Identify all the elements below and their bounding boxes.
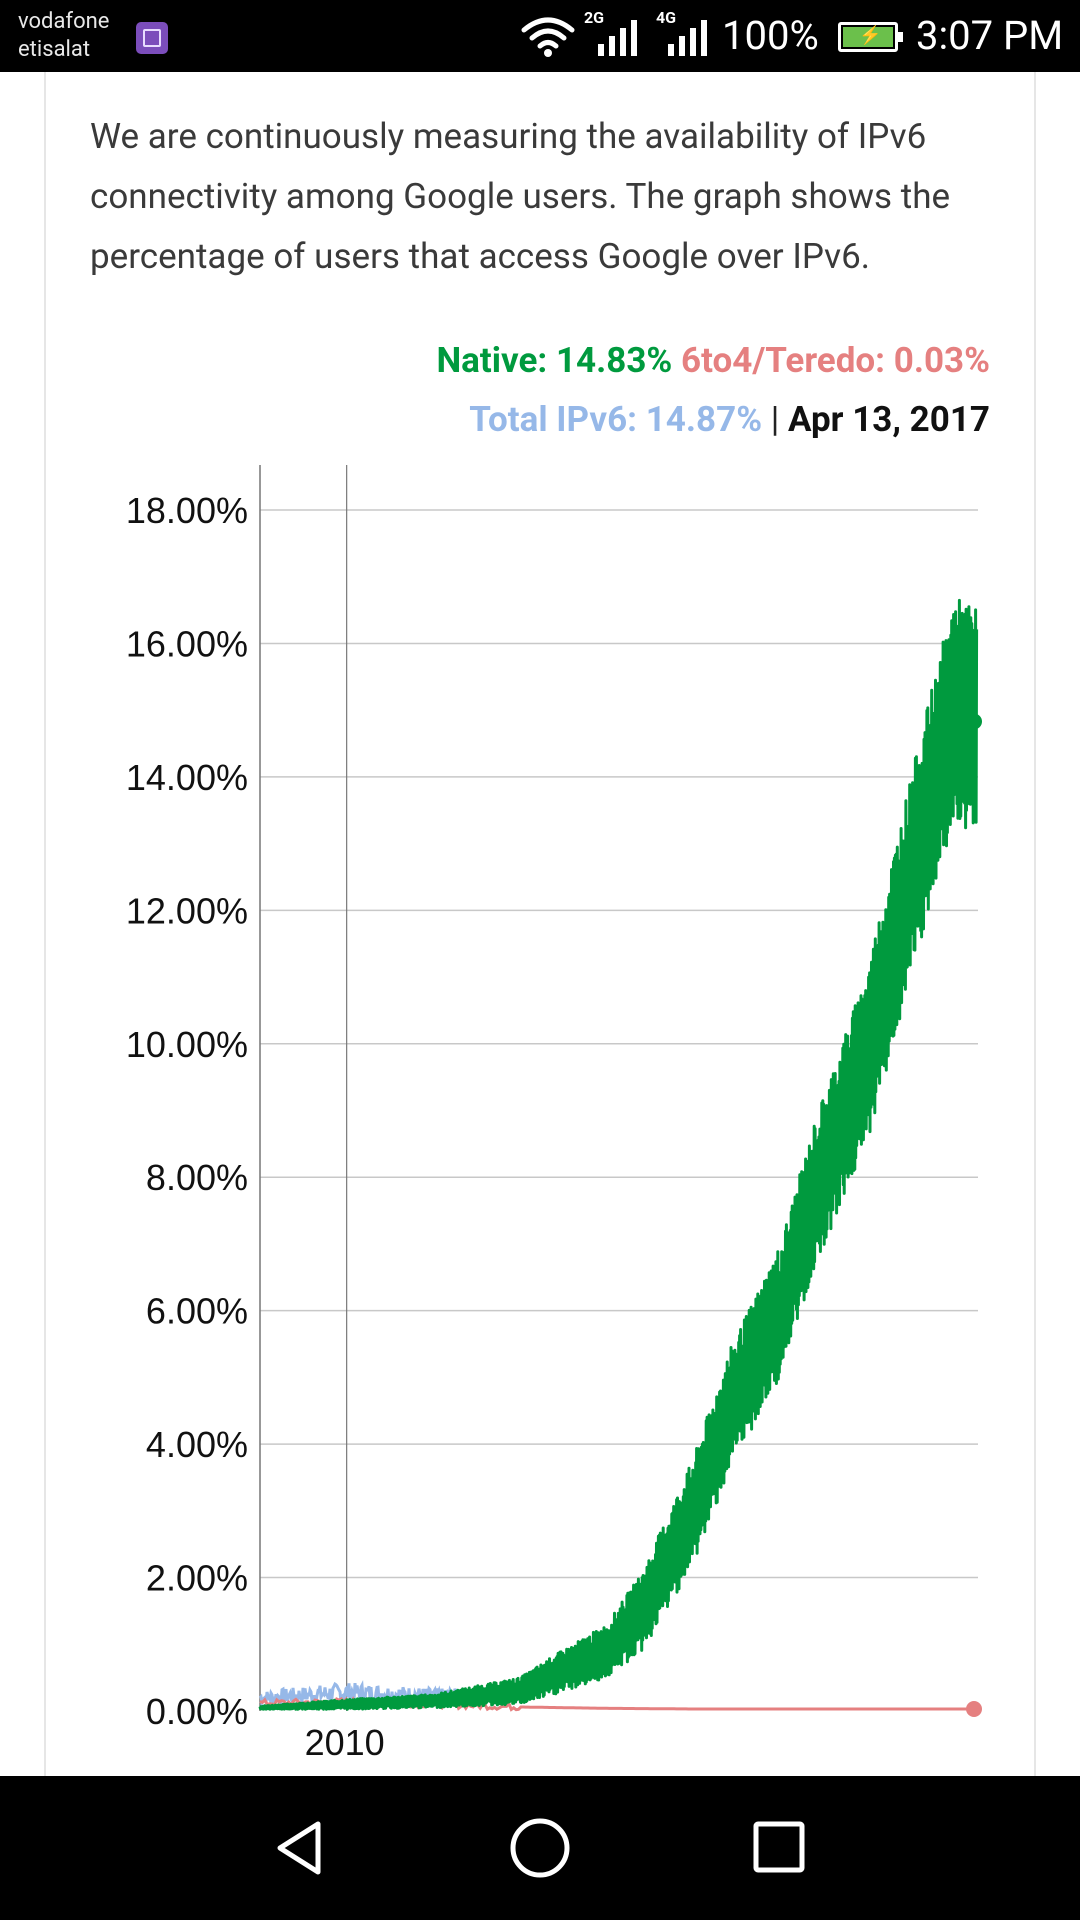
y-tick-label: 0.00% — [146, 1691, 248, 1732]
content-card — [44, 72, 1036, 1776]
navigation-bar — [0, 1776, 1080, 1920]
stats-date: Apr 13, 2017 — [788, 399, 990, 440]
x-tick-label: 2010 — [305, 1722, 385, 1763]
stats-headline-row-2: Total IPv6: 14.87% | Apr 13, 2017 — [469, 399, 990, 440]
teredo-stat: 6to4/Teredo: 0.03% — [681, 340, 990, 381]
signal-strength-icon — [668, 20, 707, 56]
separator: | — [770, 399, 780, 440]
stats-headline-row-1: Native: 14.83% 6to4/Teredo: 0.03% — [436, 340, 990, 381]
battery-percent: 100% — [722, 12, 819, 59]
y-tick-label: 18.00% — [126, 490, 248, 531]
ipv6-adoption-chart[interactable]: 0.00% 2.00% 4.00% 6.00% 8.00% 10.00% 12.00% 14.… — [0, 0, 1080, 1776]
wifi-icon — [521, 17, 575, 57]
total-stat: Total IPv6: 14.87% — [469, 399, 763, 440]
native-stat: Native: 14.83% — [436, 340, 673, 381]
signal-strength-icon — [598, 20, 637, 56]
teredo-last-point — [966, 1700, 982, 1717]
intro-paragraph: We are continuously measuring the availa… — [90, 116, 951, 277]
carrier-line-1: vodafone — [18, 9, 110, 34]
carrier-line-2: etisalat — [18, 37, 91, 62]
clock: 3:07 PM — [916, 12, 1064, 59]
home-icon[interactable] — [498, 1806, 582, 1890]
carrier-label: vodafone etisalat — [18, 8, 109, 64]
back-icon[interactable] — [258, 1806, 342, 1890]
series-native-line — [258, 598, 979, 1711]
network-type-2g: 2G — [584, 8, 605, 27]
y-tick-label: 10.00% — [126, 1024, 248, 1065]
y-tick-label: 6.00% — [146, 1291, 248, 1332]
y-tick-label: 4.00% — [146, 1424, 248, 1465]
gallery-notification-icon — [136, 22, 168, 54]
battery-charging-icon: ⚡ — [838, 22, 903, 52]
status-bar: vodafone etisalat 2G 4G 100% ⚡ 3:07 PM — [0, 0, 1080, 72]
y-tick-label: 16.00% — [126, 623, 248, 664]
network-type-4g: 4G — [656, 8, 677, 27]
y-tick-label: 12.00% — [126, 890, 248, 931]
y-tick-label: 8.00% — [146, 1157, 248, 1198]
native-last-point — [966, 713, 982, 730]
y-tick-label: 14.00% — [126, 757, 248, 798]
recent-apps-icon[interactable] — [738, 1806, 822, 1890]
y-tick-label: 2.00% — [146, 1558, 248, 1599]
